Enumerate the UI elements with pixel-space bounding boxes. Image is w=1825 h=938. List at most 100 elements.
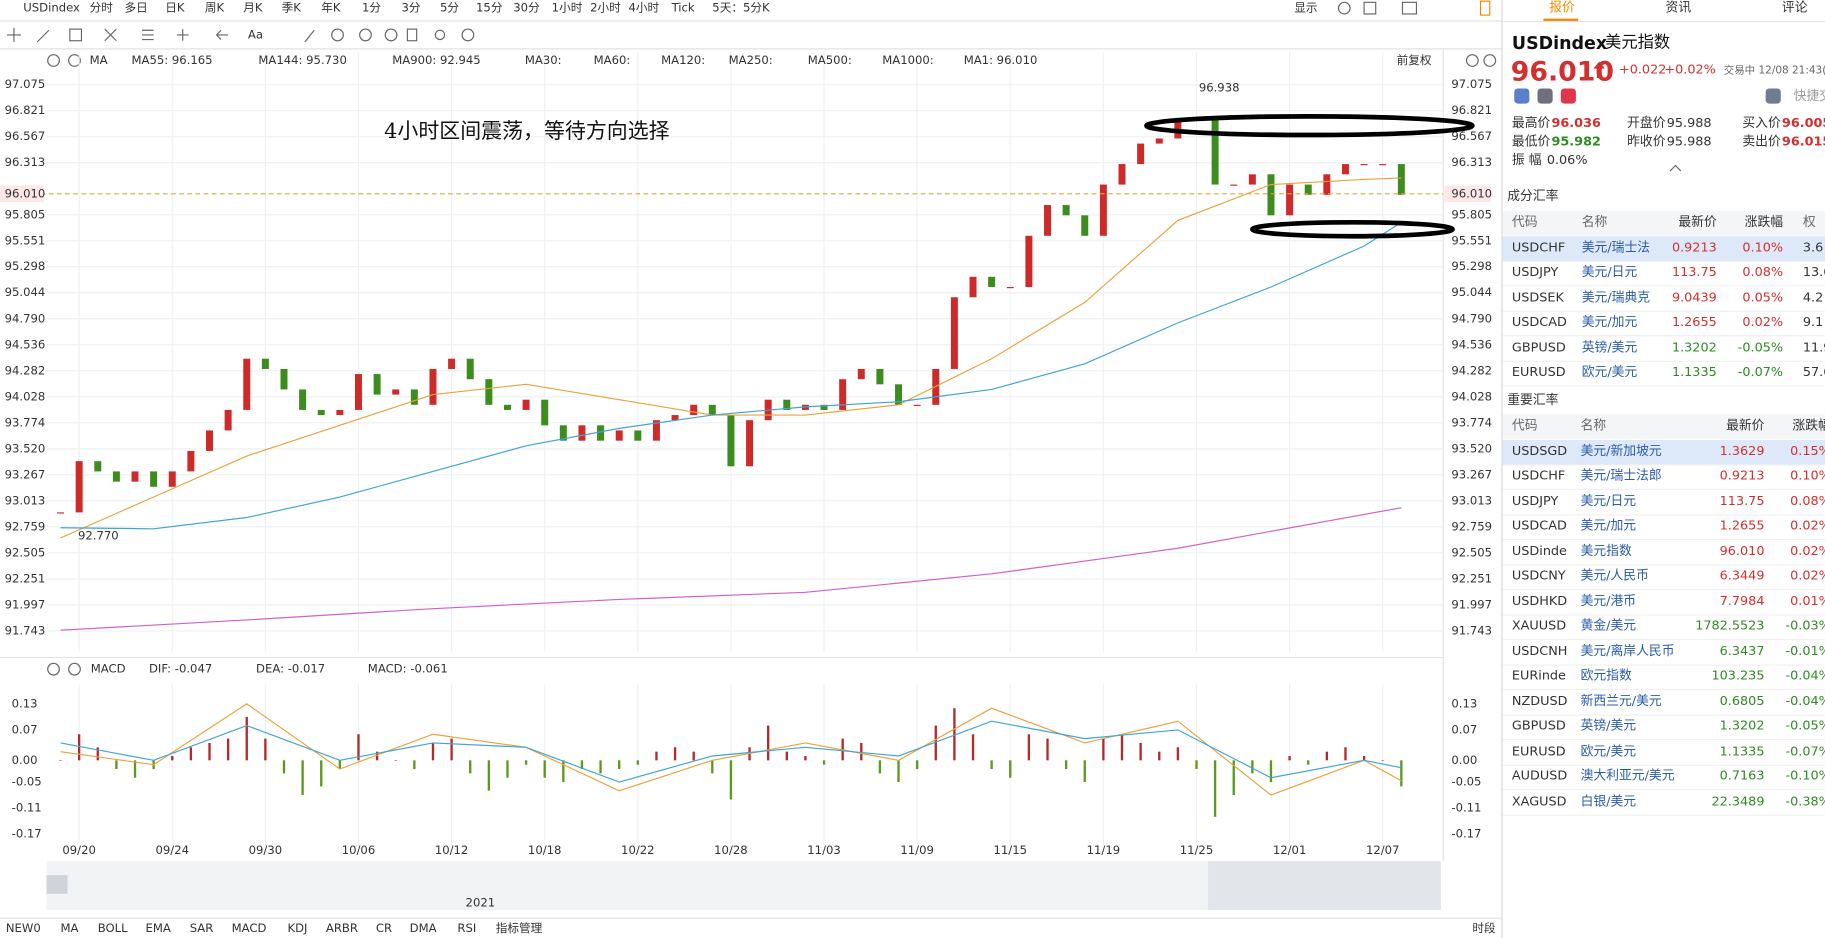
indicator-tab[interactable]: MACD (232, 921, 267, 935)
header-cell: 名称 (1580, 417, 1607, 433)
tool-icon[interactable] (104, 28, 117, 42)
close-icon[interactable] (68, 662, 81, 676)
toolbar-tab[interactable]: 15分 (476, 1, 503, 15)
toolbar-tab[interactable]: 4小时 (629, 1, 660, 15)
table-row[interactable]: XAUUSD 黄金/美元 1782.5523 -0.03% (1502, 614, 1825, 641)
y-tick-label: -0.17 (1451, 827, 1481, 841)
table-row[interactable]: GBPUSD 英镑/美元 1.3202 -0.05% 11.9 (1502, 336, 1825, 362)
icon[interactable] (1765, 88, 1781, 104)
table-row[interactable]: AUDUSD 澳大利亚元/美元 0.7163 -0.10% (1502, 765, 1825, 791)
toolbar-tab[interactable]: 5分 (440, 1, 459, 15)
quote-tab[interactable]: 报价 (1549, 0, 1575, 16)
settings-icon[interactable] (47, 662, 60, 676)
tool-icon[interactable] (359, 28, 372, 42)
table-row[interactable]: USDCNY 美元/人民币 6.3449 0.02% (1502, 564, 1825, 591)
indicator-tab[interactable]: BOLL (98, 921, 128, 935)
toolbar-tab[interactable]: Tick (671, 1, 695, 15)
toolbar-tab[interactable]: 年K (321, 1, 341, 15)
icon[interactable] (1537, 88, 1553, 104)
indicator-tab[interactable]: EMA (145, 921, 170, 935)
tool-icon[interactable] (216, 29, 229, 40)
indicator-tab[interactable]: NEW0 (6, 921, 41, 935)
indicator-tab[interactable]: 指标管理 (496, 921, 543, 935)
quote-tab[interactable]: 评论 (1781, 0, 1808, 16)
legend-entry: MA55: 96.165 (132, 53, 213, 67)
tool-icon[interactable] (384, 28, 398, 42)
text-tool[interactable]: Aa (248, 27, 263, 41)
table-row[interactable]: GBPUSD 英镑/美元 1.3202 -0.05% (1502, 715, 1825, 741)
tool-icon[interactable] (331, 28, 344, 42)
toolbar-tab[interactable]: 日K (165, 1, 185, 15)
navigator-handle[interactable] (46, 875, 68, 894)
indicator-tab[interactable]: CR (376, 921, 392, 935)
toolbar-tab[interactable]: USDindex (23, 1, 80, 15)
indicator-tab[interactable]: RSI (457, 921, 476, 935)
table-row[interactable]: USDCHF 美元/瑞士法郎 0.9213 0.10% (1502, 464, 1825, 490)
close-icon[interactable] (68, 54, 81, 67)
table-row[interactable]: USDSEK 美元/瑞典克 9.0439 0.05% 4.2 (1502, 286, 1825, 312)
quote-tab[interactable]: 资讯 (1665, 0, 1692, 16)
indicator-tab[interactable]: MA (61, 921, 79, 935)
table-row[interactable]: EURinde 欧元指数 103.235 -0.04% (1502, 665, 1825, 691)
toolbar-icon[interactable] (1479, 0, 1491, 16)
toolbar-tab[interactable]: 3分 (402, 1, 421, 15)
table-row[interactable]: XAGUSD 白银/美元 22.3489 -0.38% (1502, 790, 1825, 816)
table-row[interactable]: USDCNH 美元/离岸人民币 6.3437 -0.01% (1502, 639, 1825, 666)
toolbar-tab[interactable]: 2小时 (590, 1, 621, 15)
toolbar-tab[interactable]: 1小时 (552, 1, 583, 15)
table-row[interactable]: NZDUSD 新西兰元/美元 0.6805 -0.04% (1502, 690, 1825, 716)
display-menu[interactable]: 显示 (1294, 1, 1317, 15)
quick-trade[interactable]: 快捷交 (1793, 88, 1825, 104)
toolbar-tab[interactable]: 1分 (362, 1, 381, 15)
table-row[interactable]: EURUSD 欧元/美元 1.1335 -0.07% 57.6 (1502, 361, 1825, 387)
table-row[interactable]: USDJPY 美元/日元 113.75 0.08% 13.6 (1502, 261, 1825, 287)
indicator-tab[interactable]: ARBR (326, 921, 358, 935)
table-row[interactable]: USDHKD 美元/港币 7.7984 0.01% (1502, 589, 1825, 616)
toolbar-tab[interactable]: 5天：5分K (712, 1, 770, 15)
zoom-icon[interactable] (1465, 54, 1479, 67)
tool-icon[interactable] (141, 29, 154, 41)
toolbar-tab[interactable]: 季K (282, 1, 302, 15)
tool-icon[interactable] (434, 29, 446, 41)
table-row[interactable]: USDCAD 美元/加元 1.2655 0.02% (1502, 514, 1825, 540)
cell: 美元/离岸人民币 (1580, 642, 1675, 659)
tool-icon[interactable] (6, 27, 21, 42)
table-row[interactable]: USDCHF 美元/瑞士法 0.9213 0.10% 3.6 (1502, 235, 1825, 262)
indicator-tab[interactable]: KDJ (287, 921, 307, 935)
settings-icon[interactable] (47, 54, 60, 67)
tool-icon[interactable] (176, 29, 189, 41)
toolbar-tab[interactable]: 分时 (90, 1, 114, 15)
tool-icon[interactable] (36, 29, 50, 43)
table-row[interactable]: EURUSD 欧元/美元 1.1335 -0.07% (1502, 740, 1825, 766)
toolbar-icon[interactable] (1363, 1, 1377, 15)
table-row[interactable]: USDJPY 美元/日元 113.75 0.08% (1502, 489, 1825, 515)
candle (75, 461, 83, 513)
indicator-tab[interactable]: DMA (410, 921, 437, 935)
tool-icon[interactable] (461, 28, 475, 42)
table-row[interactable]: USDinde 美元指数 96.010 0.02% (1502, 539, 1825, 566)
indicator-tab[interactable]: SAR (190, 921, 214, 935)
collapse-caret[interactable] (1669, 164, 1682, 177)
table-row[interactable]: USDSGD 美元/新加坡元 1.3629 0.15% (1502, 439, 1825, 465)
period-tab[interactable]: 时段 (1472, 921, 1496, 935)
icon[interactable] (1514, 88, 1530, 104)
tool-icon[interactable] (304, 29, 315, 43)
macd-bar (375, 751, 379, 761)
macd-bar (804, 755, 807, 761)
toolbar-tab[interactable]: 多日 (125, 1, 148, 15)
tool-icon[interactable] (69, 28, 83, 42)
zoom-icon[interactable] (1483, 54, 1497, 67)
adjust-toggle[interactable]: 前复权 (1397, 53, 1432, 67)
toolbar-tab[interactable]: 30分 (513, 1, 540, 15)
navigator-window[interactable] (1208, 861, 1441, 911)
table-header: 代码 名称 最新价 涨跌幅 (1502, 414, 1825, 439)
toolbar-tab[interactable]: 月K (243, 1, 263, 15)
candle (1044, 205, 1052, 236)
toolbar-tab[interactable]: 周K (205, 1, 225, 15)
icon[interactable] (1560, 88, 1576, 104)
table-row[interactable]: USDCAD 美元/加元 1.2655 0.02% 9.1 (1502, 311, 1825, 337)
toolbar-icon[interactable] (1337, 1, 1351, 15)
tool-icon[interactable] (406, 28, 418, 42)
legend-entry: DEA: -0.017 (256, 662, 325, 676)
toolbar-icon[interactable] (1401, 1, 1418, 15)
